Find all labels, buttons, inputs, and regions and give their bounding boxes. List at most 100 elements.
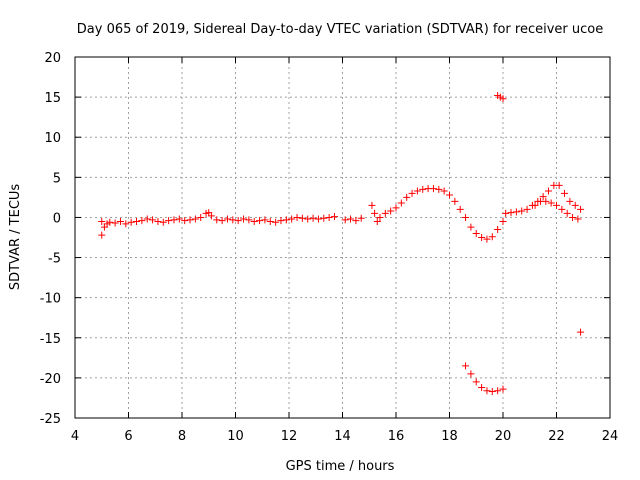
data-point: [309, 214, 317, 222]
y-tick-label: 20: [44, 51, 61, 66]
data-point: [472, 378, 480, 386]
data-point: [542, 197, 550, 205]
y-tick-label: -20: [40, 372, 61, 387]
data-point: [446, 191, 453, 199]
y-tick-label: -25: [40, 412, 61, 427]
data-point: [347, 215, 355, 223]
data-point: [368, 201, 376, 209]
x-tick-label: 24: [602, 429, 619, 444]
x-tick-label: 6: [124, 429, 132, 444]
x-tick-label: 14: [334, 429, 351, 444]
y-tick-label: -15: [40, 332, 61, 347]
x-axis-label: GPS time / hours: [286, 459, 395, 474]
data-point: [577, 205, 585, 213]
data-point: [574, 215, 582, 223]
data-point: [186, 216, 194, 224]
data-point: [571, 201, 579, 209]
data-point: [213, 216, 221, 224]
chart-title: Day 065 of 2019, Sidereal Day-to-day VTE…: [77, 22, 603, 37]
data-point: [561, 189, 569, 197]
data-point: [419, 185, 427, 193]
x-tick-label: 4: [71, 429, 79, 444]
data-point: [218, 217, 226, 225]
data-point: [127, 218, 135, 226]
data-point: [507, 209, 515, 217]
data-point: [261, 216, 269, 224]
data-point: [376, 213, 384, 221]
y-tick-label: 10: [44, 131, 61, 146]
data-point: [499, 217, 507, 225]
data-point: [512, 208, 520, 216]
data-point: [154, 217, 162, 225]
data-point: [325, 213, 333, 221]
data-point: [483, 387, 491, 395]
data-point: [397, 199, 405, 207]
data-point: [357, 214, 365, 222]
data-point: [569, 213, 577, 221]
data-point: [116, 217, 124, 225]
data-point: [488, 388, 496, 396]
grid-lines: [75, 57, 610, 418]
y-axis-label: SDTVAR / TECUs: [8, 184, 23, 291]
data-point: [456, 205, 464, 213]
data-point: [387, 207, 395, 215]
data-point: [197, 213, 205, 221]
data-point: [429, 185, 437, 193]
data-point: [467, 223, 475, 231]
data-point: [170, 216, 178, 224]
data-point: [277, 217, 285, 225]
data-point: [494, 387, 502, 395]
data-point: [462, 213, 470, 221]
data-point: [250, 217, 258, 225]
data-point: [531, 201, 539, 209]
data-point: [518, 207, 526, 215]
data-point: [330, 213, 338, 221]
data-point: [207, 212, 215, 220]
data-point: [392, 204, 400, 212]
data-point: [502, 209, 510, 217]
data-point: [467, 370, 475, 378]
x-tick-label: 18: [441, 429, 458, 444]
x-tick-label: 10: [227, 429, 244, 444]
x-tick-label: 16: [388, 429, 405, 444]
data-point: [558, 205, 566, 213]
data-point: [373, 217, 381, 225]
data-point: [478, 384, 486, 392]
data-point: [143, 215, 151, 223]
data-point: [547, 199, 555, 207]
data-point: [381, 209, 389, 217]
y-tick-label: 5: [53, 171, 61, 186]
data-point: [304, 215, 312, 223]
data-point: [165, 217, 173, 225]
data-point: [451, 197, 459, 205]
data-point: [266, 217, 274, 225]
data-point: [352, 217, 360, 225]
data-point: [577, 328, 585, 336]
data-point: [341, 216, 349, 224]
data-point: [98, 231, 106, 239]
data-point: [483, 235, 491, 243]
data-point: [553, 201, 560, 209]
data-point: [256, 217, 264, 225]
data-point: [282, 216, 290, 224]
x-tick-label: 22: [548, 429, 565, 444]
data-point: [462, 362, 470, 370]
x-tick-label: 8: [178, 429, 186, 444]
data-point: [440, 187, 448, 195]
data-point: [175, 215, 183, 223]
axis-ticks: 4 6 8 10 12 14 16 18 20 22 24 -25 -20 -15 -10 -5 0 5 10 15 2…: [40, 51, 619, 444]
y-tick-label: 0: [53, 211, 61, 226]
data-point: [566, 197, 574, 205]
data-point: [544, 187, 552, 195]
y-tick-label: -5: [48, 252, 61, 267]
data-point: [314, 215, 322, 223]
y-tick-label: 15: [44, 91, 61, 106]
data-point: [288, 215, 296, 223]
data-point: [555, 181, 563, 189]
data-point: [138, 217, 146, 225]
data-point: [293, 213, 301, 221]
data-point: [371, 209, 379, 217]
data-point: [413, 187, 421, 195]
data-point: [133, 217, 141, 225]
data-point: [98, 217, 106, 225]
